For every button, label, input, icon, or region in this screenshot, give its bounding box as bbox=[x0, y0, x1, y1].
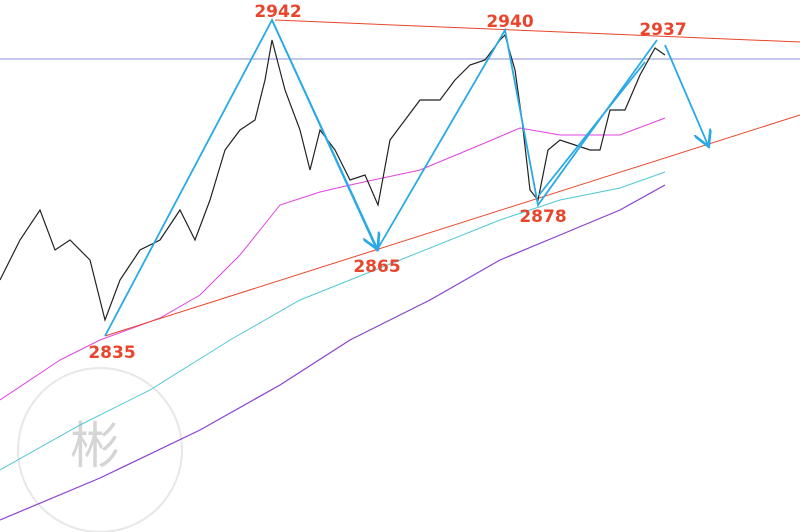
pivot-label: 2942 bbox=[254, 2, 301, 22]
ma-magenta bbox=[0, 117, 666, 401]
ma-purple bbox=[0, 184, 666, 521]
resistance-line bbox=[274, 19, 800, 43]
price-path bbox=[0, 33, 666, 323]
ma-cyan bbox=[0, 171, 666, 471]
support-line bbox=[104, 114, 800, 337]
pivot-labels: 2835 2942 2865 2940 2878 2937 bbox=[88, 2, 686, 363]
pivot-label: 2937 bbox=[639, 20, 686, 40]
pivot-label: 2940 bbox=[486, 12, 533, 32]
pivot-label: 2865 bbox=[353, 257, 400, 277]
zigzag bbox=[104, 17, 658, 337]
pivot-label: 2835 bbox=[88, 343, 135, 363]
pivot-label: 2878 bbox=[519, 207, 566, 227]
down-arrow bbox=[271, 19, 377, 248]
watermark: 彬 bbox=[17, 367, 183, 532]
watermark-ring bbox=[17, 367, 183, 532]
projection-arrow bbox=[664, 44, 708, 145]
watermark-text: 彬 bbox=[70, 417, 120, 475]
zigzag-upper bbox=[538, 61, 646, 196]
